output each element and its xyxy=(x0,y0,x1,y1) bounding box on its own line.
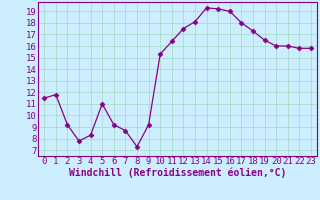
X-axis label: Windchill (Refroidissement éolien,°C): Windchill (Refroidissement éolien,°C) xyxy=(69,168,286,178)
